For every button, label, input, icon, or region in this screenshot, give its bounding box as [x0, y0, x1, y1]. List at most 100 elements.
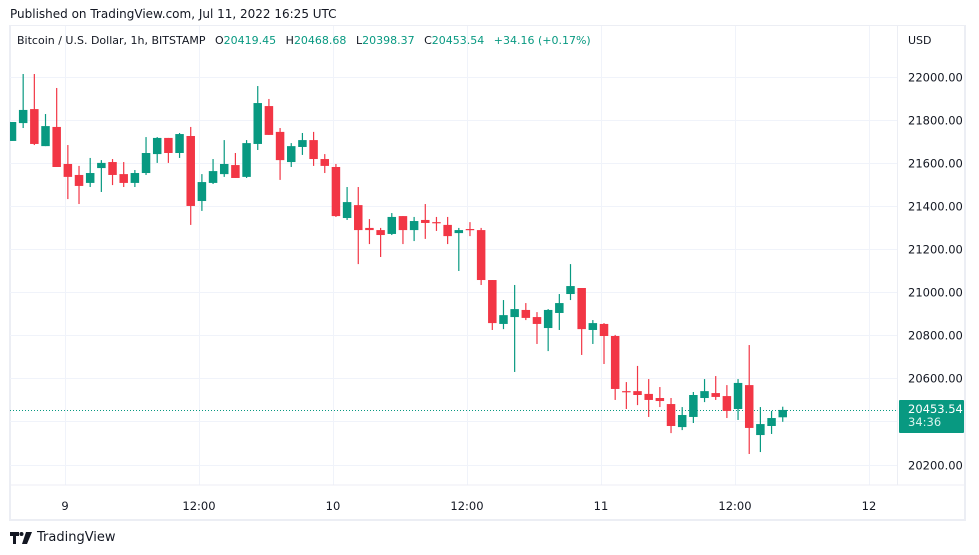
bearish-candle [320, 154, 330, 174]
time-tick-label: 12:00 [182, 499, 215, 513]
bullish-candle [677, 407, 687, 431]
bearish-candle [711, 376, 720, 400]
bullish-candle [287, 143, 296, 167]
close-key: C [424, 34, 432, 47]
open-value: 20419.45 [223, 34, 277, 47]
time-tick-label: 11 [594, 499, 609, 513]
bar-countdown: 34:36 [908, 415, 942, 429]
bearish-candle [432, 216, 441, 231]
bullish-candle [197, 174, 207, 211]
bearish-candle [610, 334, 620, 400]
price-tick-label: 22000.00 [908, 71, 963, 85]
bearish-candle [63, 145, 73, 200]
symbol-title: Bitcoin / U.S. Dollar, 1h, BITSTAMP [17, 34, 206, 47]
published-caption: Published on TradingView.com, Jul 11, 20… [10, 7, 337, 21]
last-price-value: 20453.54 [908, 402, 963, 416]
bearish-candle [521, 303, 531, 321]
currency-label: USD [908, 34, 932, 47]
bearish-candle [744, 345, 754, 454]
bearish-candle [231, 153, 240, 178]
bearish-candle [666, 398, 676, 434]
bullish-candle [342, 187, 352, 220]
price-tick-label: 21600.00 [908, 157, 963, 171]
bearish-candle [74, 165, 84, 205]
price-tick-label: 21400.00 [908, 200, 963, 214]
bullish-candle [689, 391, 698, 423]
bullish-candle [208, 159, 218, 185]
chart-grid [10, 26, 898, 485]
bullish-candle [555, 294, 564, 330]
price-axis-labels: 20200.00 20600.00 20800.00 21000.00 21200.00… [908, 71, 963, 473]
time-tick-label: 12:00 [450, 499, 483, 513]
price-tick-label: 20800.00 [908, 329, 963, 343]
bearish-candle [264, 98, 274, 135]
bullish-candle [499, 300, 508, 330]
bullish-candle [387, 213, 397, 236]
ohlc-legend: Bitcoin / U.S. Dollar, 1h, BITSTAMP O204… [17, 34, 591, 47]
bearish-candle [52, 87, 61, 167]
bullish-candle [219, 140, 229, 177]
bearish-candle [119, 162, 128, 188]
bearish-candle [164, 137, 173, 163]
bullish-candle [700, 379, 709, 403]
high-key: H [285, 34, 294, 47]
bearish-candle [633, 365, 642, 406]
bearish-candle [376, 227, 385, 257]
bearish-candle [354, 187, 363, 265]
bullish-candle [510, 284, 519, 372]
bearish-candle [398, 216, 408, 245]
bullish-candle [41, 114, 50, 147]
price-tick-label: 21000.00 [908, 286, 963, 300]
bullish-candle [298, 132, 307, 155]
bullish-candle [588, 320, 598, 344]
tradingview-logo[interactable]: TradingView [10, 530, 116, 545]
bullish-candle [409, 216, 419, 242]
bullish-candle [85, 157, 95, 188]
bullish-candle [543, 309, 553, 352]
bearish-candle [275, 128, 285, 180]
price-tick-label: 20600.00 [908, 372, 963, 386]
candles [10, 73, 787, 454]
bearish-candle [331, 163, 341, 217]
bullish-candle [130, 170, 140, 188]
bullish-candle [778, 406, 787, 422]
time-tick-label: 12:00 [718, 499, 751, 513]
bearish-candle [722, 385, 732, 419]
bullish-candle [253, 86, 262, 150]
time-tick-label: 10 [326, 499, 341, 513]
price-tick-label: 21800.00 [908, 114, 963, 128]
bearish-candle [622, 382, 631, 409]
bullish-candle [566, 264, 575, 301]
bearish-candle [644, 379, 653, 417]
bullish-candle [767, 410, 776, 434]
time-tick-label: 9 [61, 499, 68, 513]
bullish-candle [175, 132, 184, 158]
tradingview-logo-icon [10, 531, 32, 544]
bullish-candle [18, 73, 28, 129]
bullish-candle [454, 227, 464, 271]
bearish-candle [577, 287, 586, 355]
close-value: 20453.54 [431, 34, 485, 47]
open-key: O [214, 34, 224, 47]
last-price-badge: 20453.54 34:36 [899, 400, 964, 433]
time-axis-labels: 9 12:00 10 12:00 11 12:00 12 [61, 499, 876, 513]
bearish-candle [108, 159, 117, 186]
low-value: 20398.37 [362, 34, 415, 47]
bullish-candle [10, 121, 17, 141]
bearish-candle [421, 204, 430, 239]
bullish-candle [152, 137, 162, 163]
bullish-candle [756, 407, 765, 453]
bearish-candle [476, 227, 486, 285]
low-key: L [355, 34, 363, 47]
bearish-candle [599, 323, 609, 364]
bullish-candle [141, 137, 151, 175]
change-value: +34.16 (+0.17%) [493, 34, 591, 47]
chart-frame [9, 25, 966, 521]
bearish-candle [465, 222, 475, 237]
bullish-candle [97, 160, 106, 192]
price-tick-label: 21200.00 [908, 243, 963, 257]
bearish-candle [488, 280, 497, 330]
tradingview-brand: TradingView [37, 530, 116, 545]
price-tick-label: 20200.00 [908, 459, 963, 473]
